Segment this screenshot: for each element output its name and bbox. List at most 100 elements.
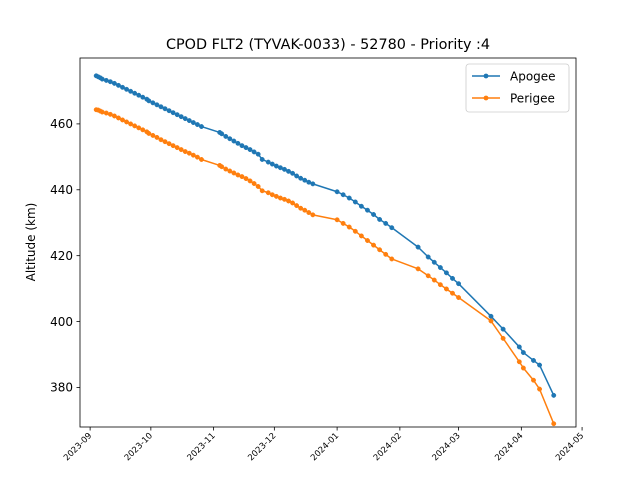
data-point-apogee <box>259 157 265 162</box>
data-point-perigee <box>243 176 249 182</box>
data-point-apogee <box>294 173 300 179</box>
data-point-apogee <box>194 122 200 128</box>
data-point-perigee <box>383 251 389 257</box>
data-point-perigee <box>265 190 271 196</box>
data-point-perigee <box>282 196 287 202</box>
data-point-apogee <box>310 181 316 187</box>
data-point-apogee <box>443 270 449 276</box>
data-point-apogee <box>174 112 180 118</box>
data-point-perigee <box>431 277 437 283</box>
data-point-perigee <box>170 143 176 149</box>
data-point-perigee <box>116 115 121 121</box>
data-point-apogee <box>431 259 437 265</box>
data-point-perigee <box>140 127 146 133</box>
data-point-perigee <box>377 247 383 253</box>
data-point-apogee <box>99 76 105 82</box>
data-point-perigee <box>199 157 204 162</box>
data-point-perigee <box>520 365 526 371</box>
data-point-apogee <box>235 140 241 146</box>
data-point-apogee <box>146 98 152 104</box>
data-point-perigee <box>437 282 443 288</box>
data-point-perigee <box>124 119 130 125</box>
data-point-perigee <box>251 181 257 186</box>
data-point-perigee <box>235 172 241 178</box>
data-point-apogee <box>389 225 395 231</box>
data-point-apogee <box>219 131 225 137</box>
data-point-perigee <box>128 121 134 127</box>
y-tick-label: 420 <box>50 249 73 263</box>
data-point-apogee <box>302 177 308 183</box>
data-point-perigee <box>166 141 172 147</box>
data-point-perigee <box>146 131 152 136</box>
data-point-perigee <box>286 198 291 204</box>
data-point-apogee <box>136 92 142 98</box>
data-point-apogee <box>150 100 156 106</box>
legend-label: Perigee <box>510 91 555 105</box>
y-tick-label: 380 <box>50 381 73 395</box>
data-point-apogee <box>282 166 287 172</box>
chart-title: CPOD FLT2 (TYVAK-0033) - 52780 - Priorit… <box>166 37 490 53</box>
data-point-apogee <box>306 179 312 185</box>
data-point-perigee <box>450 290 455 296</box>
data-point-perigee <box>227 168 233 174</box>
data-point-perigee <box>415 266 421 272</box>
data-point-apogee <box>516 344 522 350</box>
data-point-apogee <box>415 244 421 250</box>
data-point-perigee <box>294 203 300 209</box>
data-point-perigee <box>239 174 245 180</box>
data-point-perigee <box>99 109 105 115</box>
data-point-perigee <box>298 205 304 211</box>
data-point-apogee <box>450 275 455 281</box>
data-point-perigee <box>136 125 142 131</box>
legend-marker <box>483 73 489 79</box>
data-point-perigee <box>111 113 117 119</box>
data-point-apogee <box>286 168 291 174</box>
data-point-perigee <box>255 184 261 189</box>
data-point-apogee <box>239 143 245 149</box>
data-point-perigee <box>500 335 506 341</box>
data-point-perigee <box>531 377 536 383</box>
data-point-perigee <box>443 286 449 292</box>
data-point-perigee <box>194 154 200 160</box>
data-point-apogee <box>298 175 304 181</box>
data-point-apogee <box>500 326 506 332</box>
data-point-apogee <box>140 94 146 100</box>
data-point-apogee <box>251 149 257 155</box>
data-point-apogee <box>162 106 168 112</box>
data-point-apogee <box>223 133 229 139</box>
data-point-apogee <box>128 88 134 94</box>
data-point-apogee <box>488 313 494 319</box>
legend-marker <box>483 95 489 101</box>
data-point-apogee <box>277 165 283 171</box>
legend-entry-apogee: Apogee <box>472 69 556 83</box>
data-point-apogee <box>227 136 233 142</box>
data-point-apogee <box>103 77 109 83</box>
data-point-apogee <box>154 102 160 108</box>
data-point-perigee <box>178 147 184 153</box>
data-point-apogee <box>124 86 130 92</box>
data-point-apogee <box>247 147 253 153</box>
data-point-perigee <box>190 152 196 158</box>
data-point-apogee <box>340 192 346 198</box>
data-point-apogee <box>273 163 279 169</box>
data-point-apogee <box>158 104 164 110</box>
y-tick-label: 460 <box>50 117 73 131</box>
data-point-apogee <box>186 118 192 124</box>
data-point-perigee <box>259 188 265 194</box>
data-point-apogee <box>358 203 364 209</box>
data-point-perigee <box>352 228 358 234</box>
data-point-perigee <box>231 170 237 176</box>
data-point-perigee <box>334 217 340 223</box>
data-point-apogee <box>377 216 383 222</box>
data-point-perigee <box>273 193 279 199</box>
data-point-perigee <box>358 233 364 239</box>
data-point-perigee <box>150 132 156 138</box>
data-point-apogee <box>371 212 376 217</box>
data-point-perigee <box>290 200 296 206</box>
data-point-perigee <box>277 195 283 201</box>
data-point-apogee <box>111 80 117 86</box>
data-point-apogee <box>116 82 121 88</box>
data-point-apogee <box>265 159 271 165</box>
data-point-apogee <box>437 265 443 270</box>
data-point-perigee <box>516 359 522 365</box>
